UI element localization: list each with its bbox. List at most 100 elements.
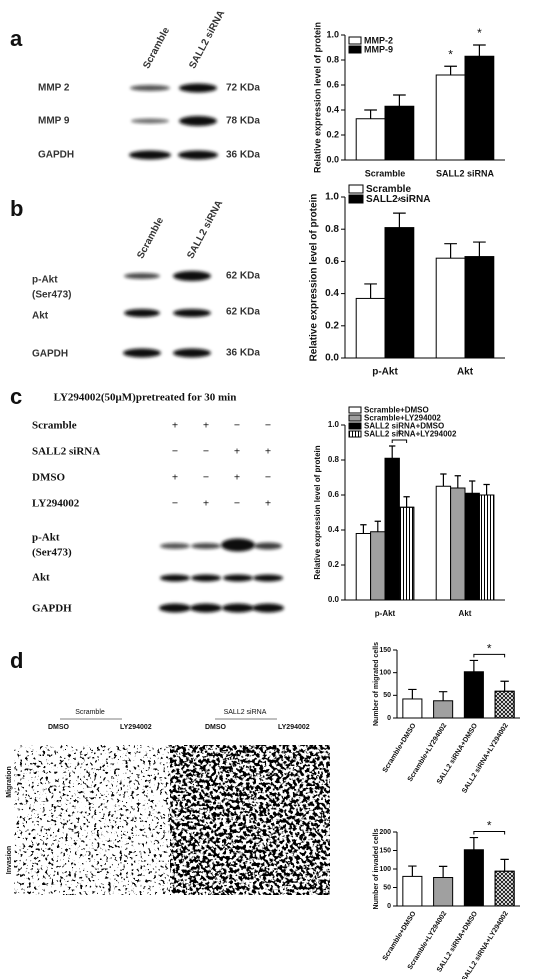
blot-band xyxy=(190,603,222,613)
y-tick-label: 0.4 xyxy=(326,104,339,114)
panel-label: c xyxy=(10,384,22,409)
condition-sign: + xyxy=(265,446,271,458)
error-bar xyxy=(364,109,377,119)
error-bar xyxy=(473,44,486,57)
error-bar xyxy=(473,241,486,257)
error-bar xyxy=(403,496,410,508)
row-label: MMP 2 xyxy=(38,83,70,94)
blot-band xyxy=(160,574,190,582)
legend-swatch xyxy=(348,422,362,430)
size-label: 72 KDa xyxy=(226,83,260,94)
condition-sign: − xyxy=(265,420,271,432)
legend-swatch xyxy=(348,184,364,194)
y-tick-label: 0.8 xyxy=(328,455,340,464)
legend-label: SALL2 siRNA xyxy=(366,194,430,205)
y-tick-label: 0.6 xyxy=(328,490,340,499)
group-label: Scramble xyxy=(75,709,105,716)
bar xyxy=(355,533,372,601)
size-label: 62 KDa xyxy=(226,307,260,318)
legend-swatch xyxy=(348,36,362,45)
row-label: GAPDH xyxy=(32,603,72,615)
error-bar xyxy=(469,480,476,494)
size-label: 36 KDa xyxy=(226,150,260,161)
x-tick-label: Scramble+DMSO xyxy=(382,722,418,774)
blot-band xyxy=(160,543,190,549)
condition-sign: + xyxy=(203,420,209,432)
micrograph xyxy=(170,745,330,895)
y-tick-label: 0.4 xyxy=(328,525,340,534)
row-label: (Ser473) xyxy=(32,290,71,301)
legend-label: MMP-9 xyxy=(364,44,393,54)
bar xyxy=(370,531,386,601)
error-bar xyxy=(500,680,509,692)
y-axis-label: Number of invaded cells xyxy=(373,828,380,909)
condition-label: SALL2 siRNA xyxy=(32,446,100,458)
y-tick-label: 200 xyxy=(379,829,391,836)
bar xyxy=(384,457,400,601)
panel-label: d xyxy=(10,648,23,673)
error-bar xyxy=(500,858,509,872)
condition-sign: + xyxy=(234,446,240,458)
blot-band xyxy=(124,309,160,317)
assay-label: Invasion xyxy=(6,846,13,874)
legend-swatch xyxy=(348,194,364,204)
bar-hatch xyxy=(478,494,495,601)
legend-label: Scramble+LY294002 xyxy=(364,414,441,423)
row-label: (Ser473) xyxy=(32,547,72,559)
y-tick-label: 0.8 xyxy=(325,224,339,235)
condition-sign: + xyxy=(172,472,178,484)
treatment-label: LY294002 xyxy=(278,724,310,731)
bar xyxy=(433,877,454,907)
lane-label: Scramble xyxy=(141,25,172,70)
error-bar xyxy=(469,836,479,850)
significance-bracket xyxy=(391,439,408,443)
row-label: MMP 9 xyxy=(38,116,70,127)
bar xyxy=(384,227,415,359)
row-label: Akt xyxy=(32,572,50,584)
annotation: * xyxy=(477,26,482,40)
size-label: 36 KDa xyxy=(226,348,260,359)
bar xyxy=(435,257,466,359)
treatment-label: DMSO xyxy=(48,724,70,731)
y-tick-label: 1.0 xyxy=(328,420,340,429)
blot-band xyxy=(123,348,161,358)
y-axis-label: Relative expression level of protein xyxy=(309,194,320,362)
y-tick-label: 50 xyxy=(383,884,391,891)
bar xyxy=(464,55,495,161)
legend-hatch xyxy=(348,430,362,438)
bar xyxy=(355,297,386,359)
treatment-label: LY294002 xyxy=(120,724,152,731)
condition-sign: − xyxy=(234,498,240,510)
row-label: GAPDH xyxy=(32,349,68,360)
bar xyxy=(450,487,466,601)
condition-label: LY294002 xyxy=(32,498,80,510)
condition-sign: + xyxy=(265,498,271,510)
annotation: * xyxy=(397,194,402,208)
bar xyxy=(402,875,423,907)
condition-label: DMSO xyxy=(32,472,65,484)
bar-hatch xyxy=(398,506,415,601)
blot-band xyxy=(178,150,218,160)
y-tick-label: 0.0 xyxy=(326,154,339,164)
x-tick-label: p-Akt xyxy=(372,367,398,378)
error-bar xyxy=(393,212,406,228)
lane-label: SALL2 siRNA xyxy=(187,9,227,71)
x-tick-label: Akt xyxy=(459,609,472,618)
row-label: Akt xyxy=(32,311,49,322)
assay-label: Migration xyxy=(6,766,13,798)
error-bar xyxy=(408,688,417,699)
blot-band xyxy=(173,271,211,281)
blot-band xyxy=(173,348,211,358)
condition-sign: + xyxy=(172,420,178,432)
row-label: p-Akt xyxy=(32,275,58,286)
blot-band xyxy=(223,574,253,582)
bar xyxy=(402,698,423,719)
panel-label: a xyxy=(10,26,23,51)
group-label: SALL2 siRNA xyxy=(224,709,267,716)
error-bar xyxy=(469,659,479,672)
bar xyxy=(463,849,484,907)
bar xyxy=(464,256,495,359)
annotation: * xyxy=(448,47,453,61)
condition-sign: − xyxy=(203,446,209,458)
